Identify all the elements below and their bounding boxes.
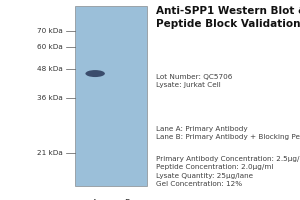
Text: 70 kDa: 70 kDa [37,28,63,34]
Text: 60 kDa: 60 kDa [37,44,63,50]
Text: 21 kDa: 21 kDa [37,150,63,156]
Text: 36 kDa: 36 kDa [37,95,63,101]
Text: B: B [124,199,130,200]
Text: Anti-SPP1 Western Blot &
Peptide Block Validation: Anti-SPP1 Western Blot & Peptide Block V… [156,6,300,29]
Text: A: A [92,199,98,200]
Text: 48 kDa: 48 kDa [37,66,63,72]
Bar [75,6,147,186]
Text: Lane A: Primary Antibody
Lane B: Primary Antibody + Blocking Peptide: Lane A: Primary Antibody Lane B: Primary… [156,126,300,140]
Text: Primary Antibody Concentration: 2.5µg/ml
Peptide Concentration: 2.0µg/ml
Lysate : Primary Antibody Concentration: 2.5µg/ml… [156,156,300,188]
Ellipse shape [85,70,105,77]
Text: Lot Number: QC5706
Lysate: Jurkat Cell: Lot Number: QC5706 Lysate: Jurkat Cell [156,74,232,88]
